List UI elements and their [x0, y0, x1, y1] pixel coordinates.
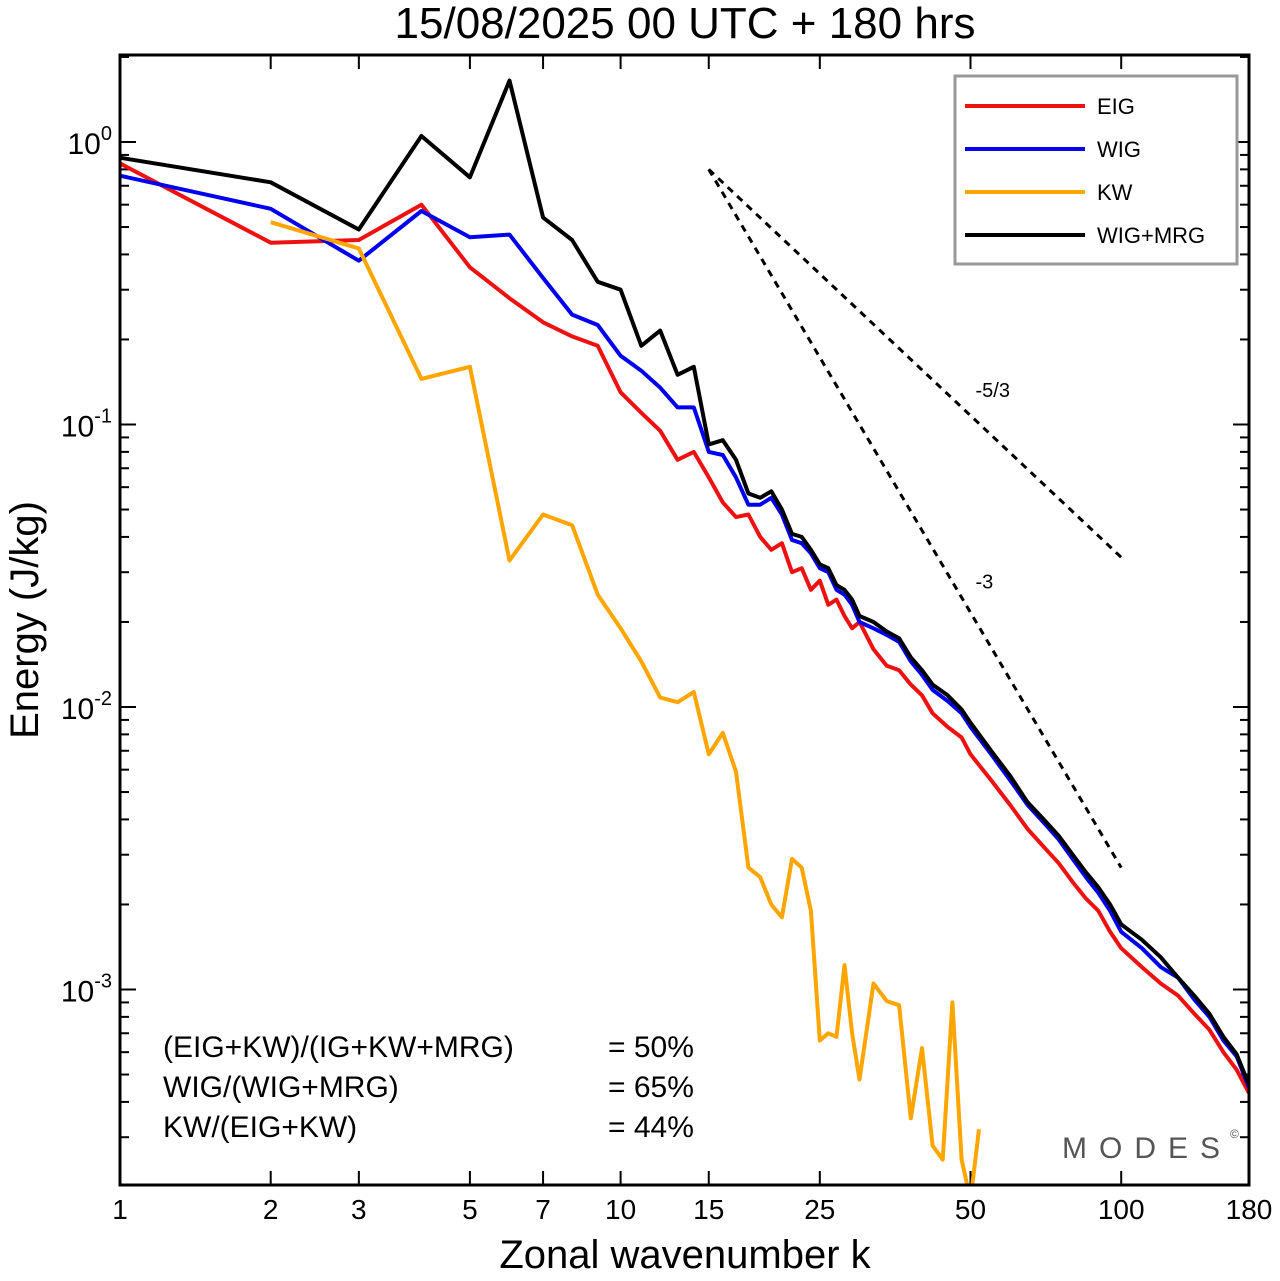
x-tick-label: 3 [351, 1194, 367, 1225]
x-tick-labels: 1 2 3 5 7 10 15 25 50 100 180 [112, 1194, 1272, 1225]
watermark-copyright: © [1230, 1127, 1239, 1141]
slope-label: -5/3 [975, 380, 1009, 402]
x-tick-label: 50 [955, 1194, 986, 1225]
slope-line [707, 168, 1123, 869]
slope-label: -3 [975, 572, 993, 594]
plot-frame [118, 53, 1251, 1187]
chart-title: 15/08/2025 00 UTC + 180 hrs [395, 0, 976, 48]
series-line-wig [120, 173, 1249, 1089]
legend-label: WIG [1097, 137, 1141, 162]
y-axis-label: Energy (J/kg) [3, 501, 47, 739]
legend-label: WIG+MRG [1097, 223, 1205, 248]
x-tick-label: 10 [605, 1194, 636, 1225]
ratio-label: (EIG+KW)/(IG+KW+MRG) [163, 1031, 514, 1064]
legend: EIG WIG KW WIG+MRG [953, 74, 1239, 266]
x-axis-label: Zonal wavenumber k [499, 1233, 871, 1277]
x-tick-label: 25 [804, 1194, 835, 1225]
slope-labels: -5/3 -3 [975, 380, 1009, 594]
ratio-value: = 44% [608, 1111, 694, 1144]
x-tick-label: 1 [112, 1194, 128, 1225]
x-tick-label: 15 [693, 1194, 724, 1225]
series-line-wig-mrg [120, 78, 1249, 1086]
ratio-label: WIG/(WIG+MRG) [163, 1071, 399, 1104]
y-tick-labels: 100 10-1 10-2 10-3 [61, 123, 112, 1009]
y-tick-label: 10-3 [61, 971, 112, 1009]
x-tick-label: 180 [1226, 1194, 1273, 1225]
series-line-kw [270, 220, 981, 1185]
legend-label: KW [1097, 180, 1133, 205]
series-lines [120, 78, 1249, 1185]
ratio-value: = 50% [608, 1031, 694, 1064]
y-tick-label: 10-1 [61, 406, 112, 444]
y-tick-label: 100 [68, 123, 113, 161]
ratio-value: = 65% [608, 1071, 694, 1104]
slope-line [707, 168, 1123, 559]
modes-watermark: MODES [1062, 1132, 1232, 1165]
x-tick-label: 7 [535, 1194, 551, 1225]
ratio-annotations: (EIG+KW)/(IG+KW+MRG) = 50% WIG/(WIG+MRG) = … [163, 1031, 694, 1144]
x-tick-label: 5 [462, 1194, 478, 1225]
y-tick-label: 10-2 [61, 688, 112, 726]
series-line-eig [120, 161, 1249, 1094]
x-tick-label: 2 [263, 1194, 279, 1225]
x-tick-label: 100 [1098, 1194, 1145, 1225]
ratio-label: KW/(EIG+KW) [163, 1111, 357, 1144]
reference-slopes [707, 168, 1123, 869]
legend-label: EIG [1097, 94, 1135, 119]
